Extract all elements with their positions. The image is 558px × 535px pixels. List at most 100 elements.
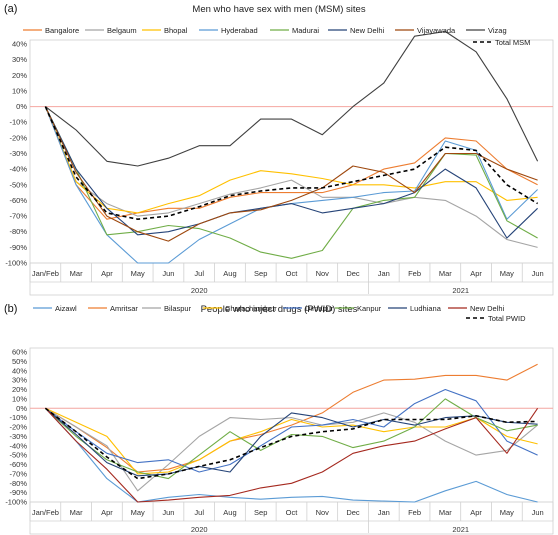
x-tick-label: Dec: [346, 508, 360, 517]
series-line-new-delhi: [44, 106, 538, 239]
series-line-new-delhi: [44, 407, 539, 503]
series-line-bhopal: [44, 106, 538, 214]
series-line-kanpur: [45, 398, 538, 480]
y-tick-label: -40%: [9, 441, 27, 450]
x-tick-label: Jun: [532, 269, 544, 278]
y-tick-label: -70%: [9, 212, 27, 221]
legend-label: Bangalore: [45, 26, 79, 35]
chart-panel-1: (a) Men who have sex with men (MSM) sites…: [4, 3, 554, 296]
x-tick-label: Nov: [316, 269, 330, 278]
y-tick-label: -20%: [9, 423, 27, 432]
series-line-amritsar: [45, 363, 538, 473]
series-line-vizag: [45, 30, 539, 167]
x-tick-label: Oct: [286, 269, 299, 278]
x-tick-label: Apr: [470, 508, 482, 517]
series-line-churachandpur: [45, 407, 538, 475]
series-line-madurai: [44, 106, 538, 259]
y-tick-label: 60%: [12, 348, 27, 357]
x-tick-label: Apr: [101, 508, 113, 517]
legend-label: Bilaspur: [164, 304, 192, 313]
x-tick-label: Jan/Feb: [32, 508, 59, 517]
legend-label: Kanpur: [357, 304, 382, 313]
y-tick-label: -10%: [9, 118, 27, 127]
series-line-aizawl: [44, 407, 538, 503]
x-tick-label: Nov: [316, 508, 330, 517]
x-tick-label: Mar: [439, 269, 452, 278]
x-tick-label: Sep: [254, 508, 267, 517]
legend-label: Amritsar: [110, 304, 138, 313]
x-tick-label: Dec: [346, 269, 360, 278]
y-tick-label: -50%: [9, 180, 27, 189]
y-tick-label: -80%: [9, 479, 27, 488]
y-tick-label: -100%: [5, 498, 27, 507]
y-tick-label: -30%: [9, 432, 27, 441]
chart-title: People who inject drugs (PWID) sites: [201, 304, 358, 315]
y-tick-label: -20%: [9, 133, 27, 142]
x-tick-label: Apr: [470, 269, 482, 278]
chart-title: Men who have sex with men (MSM) sites: [192, 4, 365, 15]
series-line-dimapur: [45, 388, 538, 473]
x-tick-label: Mar: [70, 269, 83, 278]
legend-label: New Delhi: [470, 304, 505, 313]
x-tick-label: May: [131, 508, 145, 517]
legend-label: Vizag: [488, 26, 507, 35]
x-tick-label: Jun: [532, 508, 544, 517]
series-line-bilaspur: [45, 407, 538, 492]
y-tick-label: -10%: [9, 413, 27, 422]
y-tick-label: 10%: [12, 86, 27, 95]
series-line-vijayawada: [44, 106, 538, 242]
x-tick-label: Jan: [378, 269, 390, 278]
y-tick-label: 40%: [12, 40, 27, 49]
y-tick-label: -90%: [9, 243, 27, 252]
legend-label: Hyderabad: [221, 26, 258, 35]
x-tick-label: Jul: [194, 269, 204, 278]
y-tick-label: -60%: [9, 460, 27, 469]
y-tick-label: -50%: [9, 451, 27, 460]
y-tick-label: 0%: [16, 404, 27, 413]
legend: Aizawl Amritsar Bilaspur Churachandpur Dimap…: [33, 304, 526, 323]
year-label: 2020: [191, 286, 208, 295]
legend: Bangalore Belgaum Bhopal Hyderabad Madurai Ne…: [23, 26, 530, 47]
series-line-hyderabad: [44, 106, 538, 264]
x-tick-label: Apr: [101, 269, 113, 278]
x-tick-label: Jun: [162, 508, 174, 517]
plot-frame: [29, 347, 554, 535]
legend-label: New Delhi: [350, 26, 385, 35]
x-tick-label: May: [500, 269, 514, 278]
panel-label: (a): [4, 3, 17, 15]
x-tick-label: Aug: [223, 508, 236, 517]
y-tick-label: 20%: [12, 385, 27, 394]
panel-label: (b): [4, 303, 17, 315]
y-tick-label: -70%: [9, 469, 27, 478]
y-tick-label: -80%: [9, 227, 27, 236]
x-tick-label: Oct: [286, 508, 299, 517]
year-label: 2021: [452, 525, 469, 534]
x-tick-label: Jan: [378, 508, 390, 517]
x-tick-label: Jan/Feb: [32, 269, 59, 278]
x-tick-label: Feb: [408, 508, 421, 517]
x-tick-label: Sep: [254, 269, 267, 278]
legend-label: Total PWID: [488, 314, 526, 323]
x-tick-label: Feb: [408, 269, 421, 278]
legend-label: Belgaum: [107, 26, 137, 35]
y-tick-label: -90%: [9, 488, 27, 497]
y-tick-label: 40%: [12, 366, 27, 375]
x-tick-label: Jun: [162, 269, 174, 278]
legend-label: Churachandpur: [225, 304, 277, 313]
series-line-bangalore: [44, 106, 538, 220]
legend-label: Aizawl: [55, 304, 77, 313]
x-tick-label: Aug: [223, 269, 236, 278]
series-line-total-msm: [44, 106, 539, 220]
legend-label: Madurai: [292, 26, 319, 35]
y-tick-label: 50%: [12, 357, 27, 366]
legend-label: Bhopal: [164, 26, 188, 35]
y-tick-label: 30%: [12, 376, 27, 385]
plot-frame: [29, 39, 554, 296]
y-tick-label: -100%: [5, 259, 27, 268]
y-tick-label: -60%: [9, 196, 27, 205]
x-tick-label: May: [500, 508, 514, 517]
y-tick-label: 20%: [12, 71, 27, 80]
y-tick-label: 10%: [12, 394, 27, 403]
series-line-ludhiana: [45, 407, 538, 477]
